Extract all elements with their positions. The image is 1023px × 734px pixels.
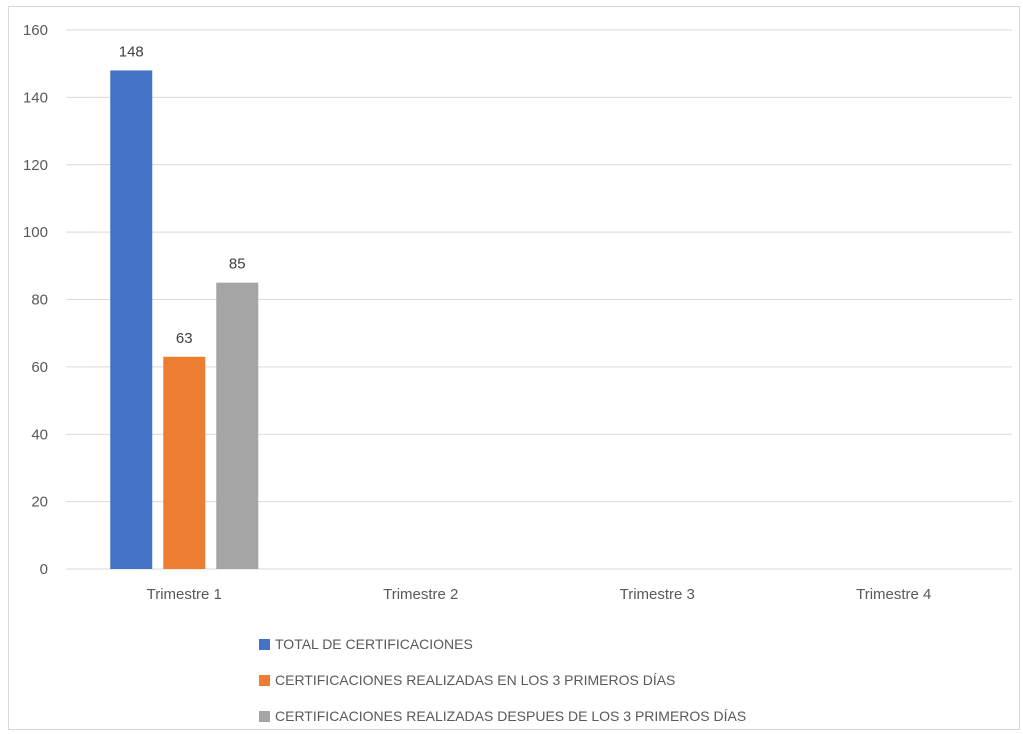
bar	[163, 356, 206, 569]
legend-swatch	[259, 638, 270, 650]
y-tick-label: 60	[31, 359, 48, 376]
y-tick-label: 160	[23, 22, 48, 39]
x-tick-label: Trimestre 4	[856, 586, 931, 603]
data-label: 63	[176, 330, 193, 347]
data-label: 85	[229, 256, 246, 273]
x-tick-label: Trimestre 1	[147, 586, 222, 603]
y-tick-label: 140	[23, 89, 48, 106]
y-tick-label: 40	[31, 426, 48, 443]
bar	[216, 282, 259, 569]
legend-swatch	[259, 674, 270, 686]
bar	[110, 70, 153, 570]
x-tick-label: Trimestre 3	[620, 586, 695, 603]
legend-item: TOTAL DE CERTIFICACIONES	[259, 626, 746, 662]
y-tick-label: 100	[23, 224, 48, 241]
y-tick-label: 120	[23, 157, 48, 174]
x-tick-label: Trimestre 2	[383, 586, 458, 603]
data-label: 148	[119, 43, 144, 60]
legend-label: CERTIFICACIONES REALIZADAS EN LOS 3 PRIM…	[275, 672, 676, 688]
legend-label: TOTAL DE CERTIFICACIONES	[275, 636, 473, 652]
y-tick-label: 0	[40, 561, 48, 578]
legend-item: CERTIFICACIONES REALIZADAS DESPUES DE LO…	[259, 698, 746, 734]
legend-label: CERTIFICACIONES REALIZADAS DESPUES DE LO…	[275, 708, 747, 724]
y-tick-label: 80	[31, 292, 48, 309]
legend-swatch	[259, 710, 270, 722]
legend-item: CERTIFICACIONES REALIZADAS EN LOS 3 PRIM…	[259, 662, 746, 698]
y-tick-label: 20	[31, 494, 48, 511]
chart-legend: TOTAL DE CERTIFICACIONES CERTIFICACIONES …	[259, 626, 746, 734]
